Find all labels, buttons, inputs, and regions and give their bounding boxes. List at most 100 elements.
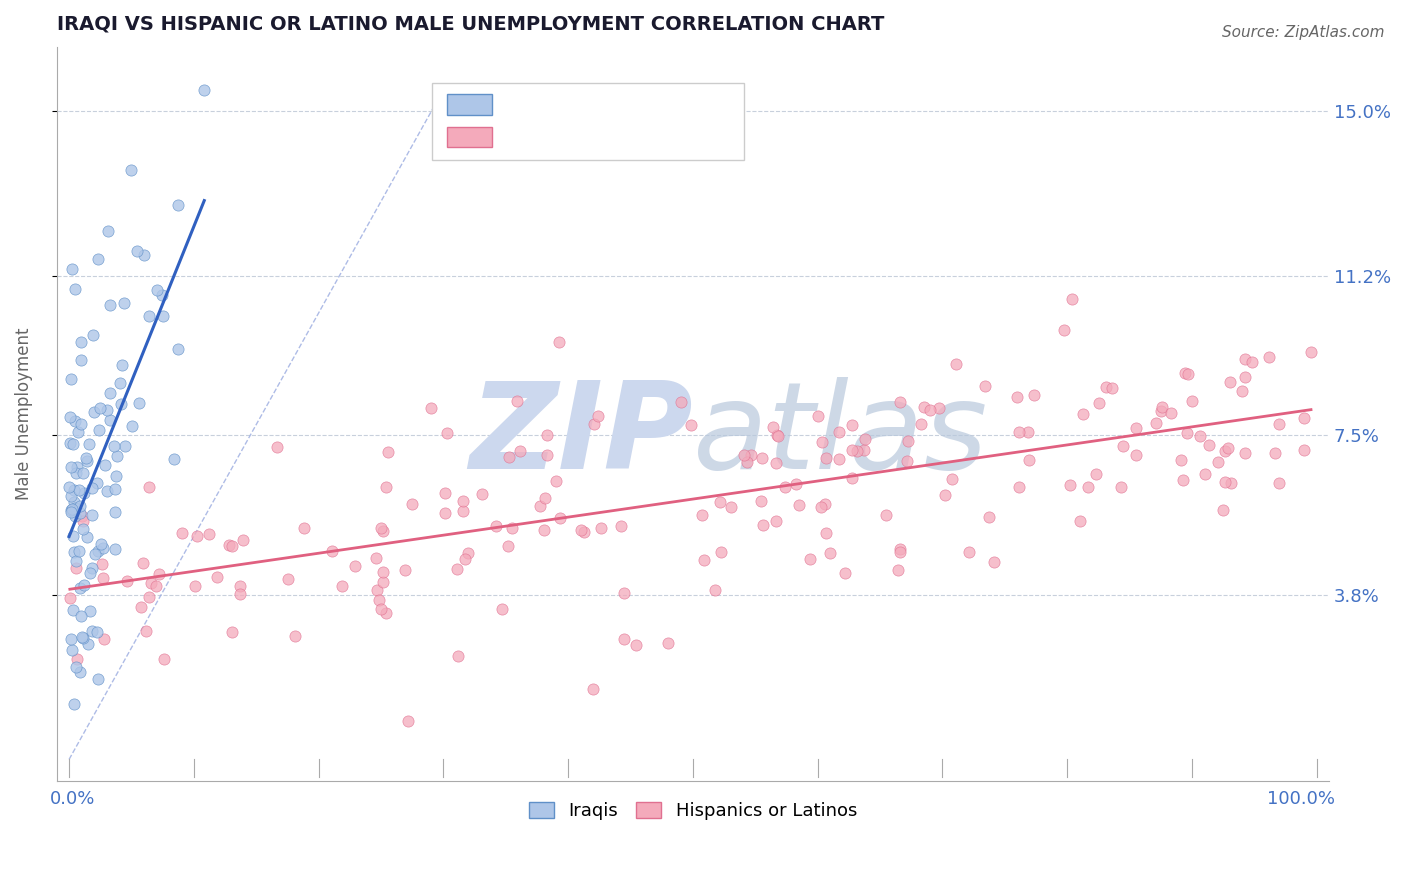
Point bbox=[167, 198, 190, 212]
Point bbox=[76, 530, 98, 544]
FancyBboxPatch shape bbox=[432, 83, 744, 161]
Point bbox=[60, 261, 83, 276]
Point bbox=[457, 546, 479, 560]
Point bbox=[60, 503, 83, 517]
Point bbox=[127, 244, 149, 258]
Point bbox=[1085, 467, 1108, 482]
Point bbox=[321, 543, 343, 558]
Point bbox=[453, 551, 475, 566]
Point bbox=[150, 287, 173, 301]
Point bbox=[765, 514, 787, 528]
Point bbox=[582, 417, 605, 431]
Point bbox=[79, 566, 101, 580]
Point bbox=[762, 419, 785, 434]
Point bbox=[138, 590, 160, 604]
Point bbox=[59, 489, 82, 503]
Point bbox=[1219, 476, 1241, 491]
Point bbox=[740, 448, 762, 462]
Point bbox=[60, 459, 83, 474]
Point bbox=[59, 409, 82, 424]
Point bbox=[1125, 448, 1147, 462]
Point bbox=[941, 472, 963, 486]
Point bbox=[974, 378, 997, 392]
Point bbox=[76, 451, 98, 466]
Point bbox=[1264, 445, 1286, 459]
Point bbox=[447, 648, 470, 663]
Point bbox=[103, 439, 125, 453]
Point bbox=[957, 544, 980, 558]
Point bbox=[509, 444, 531, 458]
Point bbox=[91, 541, 114, 555]
Point bbox=[98, 298, 121, 312]
Point bbox=[72, 522, 94, 536]
Point bbox=[153, 652, 176, 666]
Point bbox=[69, 581, 91, 595]
Point bbox=[1150, 404, 1173, 418]
Point bbox=[96, 403, 118, 417]
Point bbox=[471, 487, 494, 501]
Point bbox=[63, 483, 86, 498]
Point bbox=[1268, 417, 1291, 431]
Point bbox=[752, 517, 775, 532]
Point bbox=[266, 440, 288, 454]
Point bbox=[82, 327, 104, 342]
Point bbox=[104, 468, 127, 483]
Point bbox=[945, 357, 967, 371]
Point bbox=[62, 495, 84, 509]
Point bbox=[121, 418, 143, 433]
Text: 100.0%: 100.0% bbox=[1267, 789, 1336, 808]
Point bbox=[73, 578, 96, 592]
Point bbox=[62, 603, 84, 617]
Point bbox=[145, 283, 167, 297]
Point bbox=[1230, 384, 1253, 398]
Point bbox=[401, 497, 423, 511]
Point bbox=[132, 248, 155, 262]
Point bbox=[768, 428, 790, 442]
Point bbox=[446, 562, 468, 576]
Point bbox=[1268, 475, 1291, 490]
Point bbox=[533, 523, 555, 537]
Point bbox=[330, 579, 353, 593]
Point bbox=[433, 485, 456, 500]
Point bbox=[98, 413, 121, 427]
Point bbox=[69, 352, 91, 367]
Point bbox=[983, 555, 1005, 569]
Point bbox=[80, 624, 103, 639]
Point bbox=[709, 495, 731, 509]
Point bbox=[62, 529, 84, 543]
Point bbox=[1188, 429, 1211, 443]
Point bbox=[1024, 387, 1046, 401]
Point bbox=[62, 436, 84, 450]
Point bbox=[110, 396, 132, 410]
Point bbox=[98, 386, 121, 401]
Point bbox=[83, 405, 105, 419]
Point bbox=[1160, 406, 1182, 420]
Point bbox=[77, 637, 100, 651]
Point bbox=[198, 526, 221, 541]
Point bbox=[66, 652, 89, 666]
Point bbox=[1194, 467, 1216, 481]
Point bbox=[112, 296, 135, 310]
Point bbox=[773, 480, 796, 494]
Point bbox=[104, 505, 127, 519]
Point bbox=[1150, 401, 1173, 415]
Point bbox=[1062, 293, 1084, 307]
Point bbox=[586, 409, 609, 423]
Legend: Iraqis, Hispanics or Latinos: Iraqis, Hispanics or Latinos bbox=[522, 795, 865, 827]
Point bbox=[814, 525, 837, 540]
Point bbox=[1170, 452, 1192, 467]
Point bbox=[766, 428, 789, 442]
Point bbox=[114, 439, 136, 453]
Point bbox=[375, 606, 398, 620]
Point bbox=[1077, 480, 1099, 494]
Point bbox=[889, 544, 911, 558]
Point bbox=[65, 414, 87, 428]
Point bbox=[1216, 442, 1239, 456]
Point bbox=[70, 417, 93, 432]
Point bbox=[569, 523, 592, 537]
Point bbox=[128, 396, 150, 410]
Point bbox=[229, 587, 252, 601]
Point bbox=[148, 567, 170, 582]
Point bbox=[657, 636, 679, 650]
Point bbox=[501, 521, 523, 535]
